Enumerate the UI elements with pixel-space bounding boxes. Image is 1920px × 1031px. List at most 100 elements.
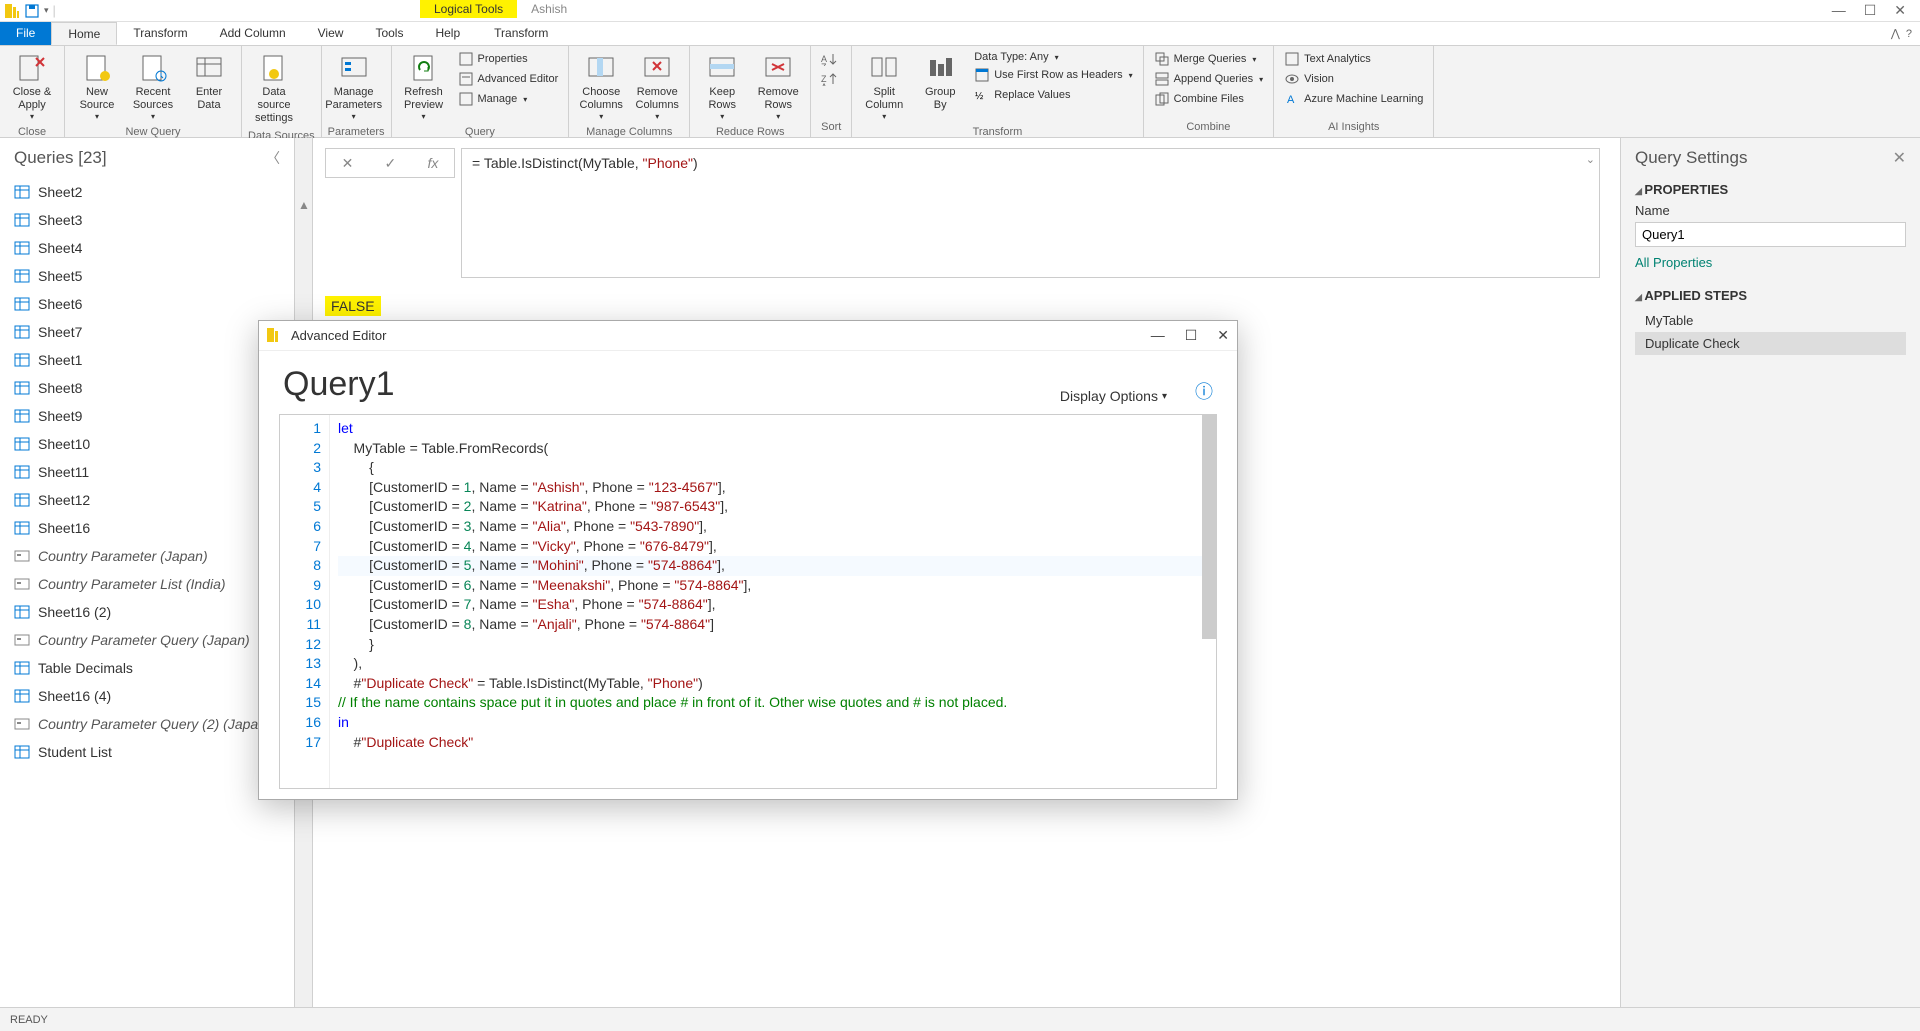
query-settings-panel: Query Settings ✕ PROPERTIES Name All Pro… xyxy=(1620,138,1920,1007)
table-icon xyxy=(14,436,30,452)
advanced-editor-button[interactable]: Advanced Editor xyxy=(454,70,563,88)
table-icon xyxy=(14,296,30,312)
query-name-input[interactable] xyxy=(1635,222,1906,247)
query-item-label: Sheet3 xyxy=(38,212,82,228)
query-item[interactable]: Sheet16 xyxy=(0,514,294,542)
query-item[interactable]: Table Decimals xyxy=(0,654,294,682)
table-icon xyxy=(14,380,30,396)
display-options-button[interactable]: Display Options▾ xyxy=(1060,388,1167,404)
query-item-label: Sheet16 xyxy=(38,520,90,536)
qat-dropdown[interactable]: ▾ xyxy=(44,5,49,16)
commit-formula-icon[interactable]: ✓ xyxy=(385,155,397,172)
quick-access-toolbar: ▾ | xyxy=(4,3,56,19)
query-item[interactable]: Sheet12 xyxy=(0,486,294,514)
formula-bar[interactable]: = Table.IsDistinct(MyTable, "Phone") ⌄ xyxy=(461,148,1600,278)
query-item-label: Sheet5 xyxy=(38,268,82,284)
parameter-icon xyxy=(14,632,30,648)
new-source-button[interactable]: New Source▾ xyxy=(71,50,123,124)
fx-icon[interactable]: fx xyxy=(427,155,438,171)
query-item[interactable]: Sheet8 xyxy=(0,374,294,402)
close-settings-icon[interactable]: ✕ xyxy=(1893,148,1906,168)
query-item[interactable]: Sheet5 xyxy=(0,262,294,290)
vision-button[interactable]: Vision xyxy=(1280,70,1427,88)
table-icon xyxy=(14,744,30,760)
query-item[interactable]: Country Parameter Query (2) (Japa xyxy=(0,710,294,738)
minimize-icon[interactable]: — xyxy=(1832,2,1846,19)
editor-close-icon[interactable]: ✕ xyxy=(1217,327,1229,344)
collapse-queries-icon[interactable]: 〈 xyxy=(266,148,280,168)
combine-files-button[interactable]: Combine Files xyxy=(1150,90,1268,108)
remove-columns-button[interactable]: Remove Columns▾ xyxy=(631,50,683,124)
tab-help[interactable]: Help xyxy=(419,22,476,45)
query-item[interactable]: Country Parameter List (India) xyxy=(0,570,294,598)
group-by-button[interactable]: Group By xyxy=(914,50,966,114)
editor-help-icon[interactable]: ⓘ xyxy=(1195,378,1213,404)
help-icon[interactable]: ? xyxy=(1906,28,1912,40)
all-properties-link[interactable]: All Properties xyxy=(1635,255,1906,270)
tab-ctx-transform[interactable]: Transform xyxy=(478,22,564,45)
editor-minimize-icon[interactable]: — xyxy=(1151,327,1165,344)
first-row-headers-button[interactable]: Use First Row as Headers▾ xyxy=(970,66,1136,84)
maximize-icon[interactable]: ☐ xyxy=(1864,2,1877,19)
tab-add-column[interactable]: Add Column xyxy=(204,22,302,45)
query-item[interactable]: Sheet10 xyxy=(0,430,294,458)
expand-formula-icon[interactable]: ⌄ xyxy=(1586,153,1595,166)
query-item[interactable]: Country Parameter Query (Japan) xyxy=(0,626,294,654)
collapse-ribbon-icon[interactable]: ⋀ xyxy=(1891,27,1900,40)
title-bar: ▾ | Logical Tools Ashish — ☐ ✕ xyxy=(0,0,1920,22)
close-icon[interactable]: ✕ xyxy=(1894,2,1906,19)
tab-home[interactable]: Home xyxy=(51,22,117,45)
split-column-button[interactable]: Split Column▾ xyxy=(858,50,910,124)
close-apply-button[interactable]: Close & Apply ▾ xyxy=(6,50,58,124)
tab-tools[interactable]: Tools xyxy=(359,22,419,45)
name-label: Name xyxy=(1635,203,1906,218)
settings-header: Query Settings xyxy=(1635,148,1747,168)
keep-rows-button[interactable]: Keep Rows▾ xyxy=(696,50,748,124)
applied-step[interactable]: MyTable xyxy=(1635,309,1906,332)
refresh-preview-button[interactable]: Refresh Preview▾ xyxy=(398,50,450,124)
save-icon[interactable] xyxy=(24,3,40,19)
query-item[interactable]: Sheet4 xyxy=(0,234,294,262)
query-item[interactable]: Sheet16 (4) xyxy=(0,682,294,710)
tab-file[interactable]: File xyxy=(0,22,51,45)
query-item[interactable]: Sheet2 xyxy=(0,178,294,206)
query-item[interactable]: Sheet7 xyxy=(0,318,294,346)
code-editor[interactable]: 1234567891011121314151617 let MyTable = … xyxy=(279,414,1217,789)
cancel-formula-icon[interactable]: ✕ xyxy=(342,155,354,172)
query-item[interactable]: Sheet3 xyxy=(0,206,294,234)
sort-asc-button[interactable]: AZ xyxy=(817,50,845,68)
editor-scrollbar[interactable] xyxy=(1202,415,1216,639)
tab-transform[interactable]: Transform xyxy=(117,22,203,45)
query-item[interactable]: Country Parameter (Japan) xyxy=(0,542,294,570)
context-tab-logical-tools[interactable]: Logical Tools xyxy=(420,0,517,18)
query-item[interactable]: Sheet16 (2) xyxy=(0,598,294,626)
enter-data-button[interactable]: Enter Data xyxy=(183,50,235,114)
replace-values-button[interactable]: ½Replace Values xyxy=(970,86,1136,104)
sort-desc-button[interactable]: ZA xyxy=(817,70,845,88)
azure-ml-button[interactable]: AAzure Machine Learning xyxy=(1280,90,1427,108)
status-bar: READY xyxy=(0,1007,1920,1031)
data-type-button[interactable]: Data Type: Any▾ xyxy=(970,50,1136,64)
svg-text:½: ½ xyxy=(975,91,984,102)
append-queries-button[interactable]: Append Queries▾ xyxy=(1150,70,1268,88)
remove-rows-button[interactable]: Remove Rows▾ xyxy=(752,50,804,124)
applied-step[interactable]: Duplicate Check xyxy=(1635,332,1906,355)
query-item[interactable]: Sheet9 xyxy=(0,402,294,430)
query-item[interactable]: Sheet6 xyxy=(0,290,294,318)
query-item[interactable]: Sheet1 xyxy=(0,346,294,374)
manage-parameters-button[interactable]: Manage Parameters▾ xyxy=(328,50,380,124)
query-item[interactable]: Student List xyxy=(0,738,294,766)
query-item[interactable]: Sheet11 xyxy=(0,458,294,486)
text-analytics-button[interactable]: Text Analytics xyxy=(1280,50,1427,68)
choose-columns-button[interactable]: Choose Columns▾ xyxy=(575,50,627,124)
table-icon xyxy=(14,240,30,256)
data-source-settings-button[interactable]: Data source settings xyxy=(248,50,300,128)
editor-maximize-icon[interactable]: ☐ xyxy=(1185,327,1198,344)
manage-button[interactable]: Manage▾ xyxy=(454,90,563,108)
table-icon xyxy=(14,660,30,676)
properties-button[interactable]: Properties xyxy=(454,50,563,68)
tab-view[interactable]: View xyxy=(302,22,360,45)
recent-sources-button[interactable]: Recent Sources▾ xyxy=(127,50,179,124)
merge-queries-button[interactable]: Merge Queries▾ xyxy=(1150,50,1268,68)
formula-controls: ✕ ✓ fx xyxy=(325,148,455,178)
